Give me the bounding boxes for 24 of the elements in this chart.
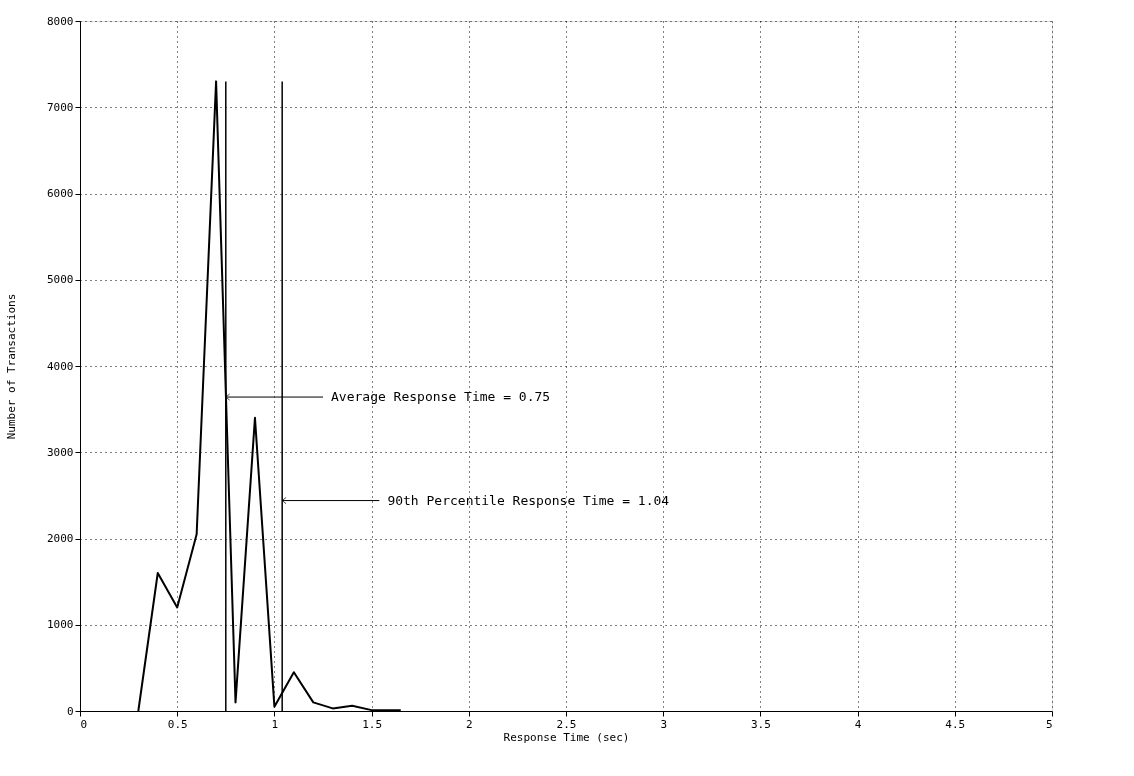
- ref-line-label: 90th Percentile Response Time = 1.04: [387, 492, 670, 508]
- x-tick-label: 3.5: [750, 717, 771, 731]
- x-tick-label: 2.5: [556, 717, 577, 731]
- x-tick-label: 5: [1045, 717, 1053, 731]
- x-tick-label: 2: [465, 717, 473, 731]
- y-tick-label: 3000: [47, 445, 74, 459]
- x-tick-label: 1.5: [362, 717, 383, 731]
- x-tick-label: 3: [660, 717, 668, 731]
- x-tick-label: 4: [854, 717, 862, 731]
- x-tick-label: 0: [80, 717, 88, 731]
- y-tick-label: 8000: [47, 14, 74, 28]
- x-tick-label: 0.5: [167, 717, 188, 731]
- y-axis-title: Number of Transactions: [5, 293, 19, 440]
- y-tick-label: 2000: [47, 532, 74, 545]
- x-axis-title: Response Time (sec): [503, 730, 630, 744]
- y-tick-label: 5000: [47, 273, 74, 287]
- x-tick-label: 1: [271, 717, 279, 731]
- y-tick-label: 4000: [47, 359, 74, 373]
- y-tick-label: 6000: [47, 187, 74, 200]
- y-tick-label: 1000: [47, 618, 74, 632]
- ref-line-label: Average Response Time = 0.75: [331, 389, 551, 405]
- y-tick-label: 7000: [47, 100, 74, 114]
- y-tick-label: 0: [66, 704, 74, 718]
- x-tick-label: 4.5: [945, 717, 966, 731]
